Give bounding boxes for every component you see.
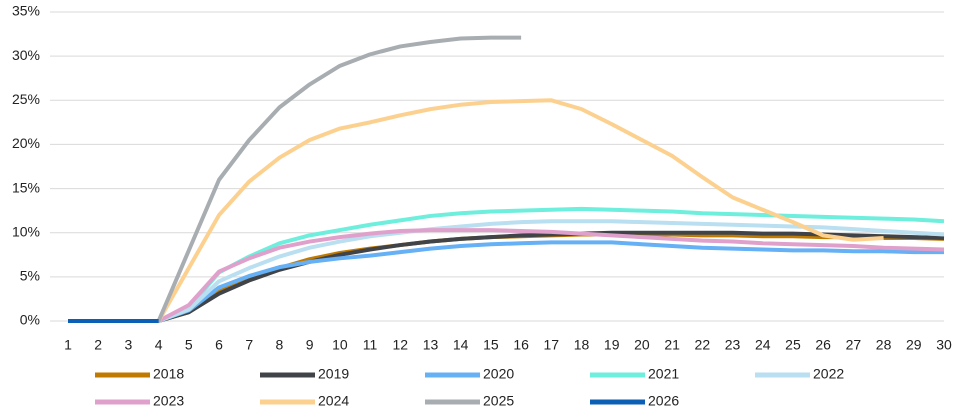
legend-label: 2018 xyxy=(153,366,184,382)
x-tick-label: 24 xyxy=(755,337,771,353)
legend-label: 2024 xyxy=(318,393,349,409)
x-tick-label: 9 xyxy=(306,337,314,353)
series-line xyxy=(68,35,522,323)
legend-label: 2023 xyxy=(153,393,184,409)
x-tick-label: 23 xyxy=(725,337,741,353)
x-tick-label: 19 xyxy=(604,337,620,353)
y-tick-label: 25% xyxy=(12,91,40,107)
x-tick-label: 10 xyxy=(332,337,348,353)
x-tick-label: 7 xyxy=(245,337,253,353)
x-tick-label: 6 xyxy=(215,337,223,353)
x-tick-label: 14 xyxy=(453,337,469,353)
legend-label: 2025 xyxy=(483,393,514,409)
x-tick-label: 8 xyxy=(276,337,284,353)
series-line xyxy=(68,240,944,323)
series-line xyxy=(68,219,945,323)
x-tick-label: 28 xyxy=(876,337,892,353)
y-tick-label: 0% xyxy=(20,312,40,328)
y-tick-label: 15% xyxy=(12,179,40,195)
x-tick-label: 12 xyxy=(392,337,408,353)
x-tick-label: 11 xyxy=(363,337,378,353)
series-line xyxy=(68,230,945,323)
x-tick-label: 21 xyxy=(664,337,680,353)
x-tick-label: 17 xyxy=(544,337,560,353)
x-tick-label: 18 xyxy=(574,337,590,353)
series-line xyxy=(68,228,945,323)
x-tick-label: 20 xyxy=(634,337,650,353)
x-tick-label: 1 xyxy=(64,337,72,353)
x-tick-label: 13 xyxy=(423,337,439,353)
y-tick-label: 20% xyxy=(12,135,40,151)
x-tick-label: 15 xyxy=(483,337,499,353)
x-tick-label: 4 xyxy=(155,337,163,353)
x-tick-label: 26 xyxy=(815,337,831,353)
x-tick-label: 3 xyxy=(125,337,133,353)
series-line xyxy=(68,98,884,323)
legend-label: 2019 xyxy=(318,366,349,382)
y-tick-label: 30% xyxy=(12,47,40,63)
x-tick-label: 2 xyxy=(94,337,102,353)
legend-label: 2021 xyxy=(648,366,679,382)
y-tick-label: 5% xyxy=(20,268,40,284)
x-tick-label: 16 xyxy=(513,337,529,353)
x-tick-label: 27 xyxy=(846,337,862,353)
x-tick-label: 22 xyxy=(695,337,711,353)
x-tick-label: 29 xyxy=(906,337,922,353)
legend-label: 2022 xyxy=(813,366,844,382)
x-tick-label: 25 xyxy=(785,337,801,353)
legend-label: 2026 xyxy=(648,393,679,409)
y-tick-label: 10% xyxy=(12,223,40,239)
y-tick-label: 35% xyxy=(12,3,40,19)
legend-label: 2020 xyxy=(483,366,514,382)
x-tick-label: 30 xyxy=(936,337,952,353)
x-tick-label: 5 xyxy=(185,337,193,353)
